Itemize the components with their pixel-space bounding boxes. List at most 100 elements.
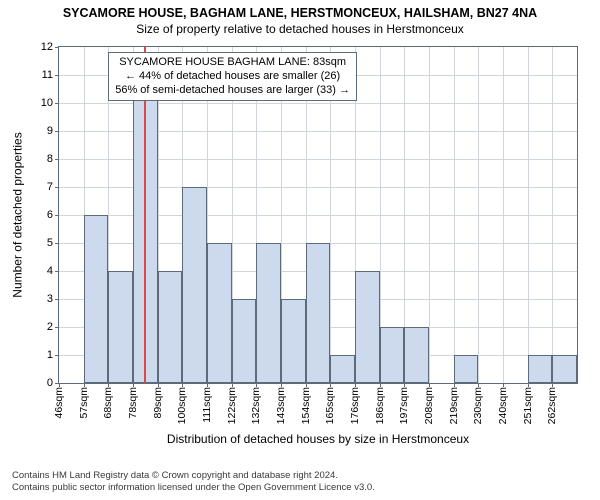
histogram-bar: [256, 243, 281, 383]
histogram-bar: [528, 355, 553, 383]
x-tick-label: 111sqm: [201, 387, 213, 423]
y-tick-label: 6: [47, 209, 53, 221]
histogram-bar: [232, 299, 257, 383]
x-tick-label: 46sqm: [53, 387, 65, 419]
y-tick-label: 5: [47, 237, 53, 249]
y-tick-label: 1: [47, 349, 53, 361]
x-tick-label: 100sqm: [176, 387, 188, 424]
x-tick-mark: [404, 383, 405, 387]
histogram-bar: [404, 327, 429, 383]
y-tick-label: 8: [47, 153, 53, 165]
x-tick-label: 186sqm: [374, 387, 386, 424]
histogram-bar: [207, 243, 232, 383]
x-tick-label: 78sqm: [127, 387, 139, 419]
chart-title-sub: Size of property relative to detached ho…: [0, 20, 600, 36]
y-tick-label: 3: [47, 293, 53, 305]
gridline-vertical: [454, 47, 455, 383]
x-tick-mark: [478, 383, 479, 387]
y-tick-mark: [55, 159, 59, 160]
x-tick-label: 68sqm: [102, 387, 114, 419]
x-tick-mark: [232, 383, 233, 387]
x-tick-label: 176sqm: [349, 387, 361, 424]
x-tick-mark: [182, 383, 183, 387]
y-tick-label: 10: [41, 97, 53, 109]
x-tick-label: 132sqm: [250, 387, 262, 424]
footer-line-1: Contains HM Land Registry data © Crown c…: [12, 470, 375, 482]
y-tick-mark: [55, 47, 59, 48]
x-tick-label: 240sqm: [497, 387, 509, 424]
gridline-vertical: [552, 47, 553, 383]
histogram-bar: [306, 243, 331, 383]
y-tick-mark: [55, 131, 59, 132]
x-tick-label: 251sqm: [522, 387, 534, 424]
y-tick-label: 11: [42, 69, 53, 81]
gridline-vertical: [429, 47, 430, 383]
x-tick-mark: [503, 383, 504, 387]
y-tick-mark: [55, 243, 59, 244]
y-axis-label: Number of detached properties: [10, 46, 26, 384]
x-tick-label: 122sqm: [226, 387, 238, 424]
x-tick-mark: [207, 383, 208, 387]
x-tick-mark: [429, 383, 430, 387]
x-tick-mark: [552, 383, 553, 387]
x-tick-mark: [528, 383, 529, 387]
y-tick-mark: [55, 75, 59, 76]
histogram-bar: [84, 215, 109, 383]
x-tick-label: 230sqm: [472, 387, 484, 424]
y-tick-label: 12: [41, 41, 53, 53]
histogram-bar: [330, 355, 355, 383]
x-tick-label: 208sqm: [423, 387, 435, 424]
annotation-line-3: 56% of semi-detached houses are larger (…: [115, 84, 350, 98]
x-tick-label: 262sqm: [546, 387, 558, 424]
footer-line-2: Contains public sector information licen…: [12, 482, 375, 494]
histogram-bar: [380, 327, 405, 383]
annotation-line-1: SYCAMORE HOUSE BAGHAM LANE: 83sqm: [115, 56, 350, 70]
x-tick-mark: [108, 383, 109, 387]
x-tick-label: 57sqm: [78, 387, 90, 419]
x-tick-mark: [454, 383, 455, 387]
x-tick-label: 165sqm: [324, 387, 336, 424]
histogram-bar: [454, 355, 479, 383]
gridline-vertical: [528, 47, 529, 383]
x-tick-mark: [281, 383, 282, 387]
chart-container: SYCAMORE HOUSE, BAGHAM LANE, HERSTMONCEU…: [0, 0, 600, 500]
x-tick-mark: [355, 383, 356, 387]
y-tick-label: 7: [47, 181, 53, 193]
x-tick-label: 219sqm: [448, 387, 460, 424]
y-tick-label: 2: [47, 321, 53, 333]
y-tick-mark: [55, 299, 59, 300]
y-tick-mark: [55, 103, 59, 104]
y-tick-mark: [55, 215, 59, 216]
x-tick-mark: [158, 383, 159, 387]
x-tick-mark: [84, 383, 85, 387]
y-tick-mark: [55, 355, 59, 356]
histogram-bar: [182, 187, 207, 383]
histogram-bar: [158, 271, 183, 383]
x-tick-mark: [380, 383, 381, 387]
y-tick-mark: [55, 271, 59, 272]
histogram-bar: [108, 271, 133, 383]
x-tick-label: 154sqm: [300, 387, 312, 424]
x-tick-mark: [59, 383, 60, 387]
gridline-vertical: [478, 47, 479, 383]
x-tick-mark: [306, 383, 307, 387]
y-tick-label: 9: [47, 125, 53, 137]
annotation-box: SYCAMORE HOUSE BAGHAM LANE: 83sqm← 44% o…: [108, 52, 357, 101]
x-tick-label: 143sqm: [275, 387, 287, 424]
y-tick-label: 4: [47, 265, 53, 277]
x-axis-label: Distribution of detached houses by size …: [58, 432, 578, 446]
x-tick-label: 197sqm: [398, 387, 410, 424]
chart-title-main: SYCAMORE HOUSE, BAGHAM LANE, HERSTMONCEU…: [0, 0, 600, 20]
y-tick-mark: [55, 327, 59, 328]
histogram-bar: [355, 271, 380, 383]
histogram-bar: [281, 299, 306, 383]
histogram-bar: [552, 355, 577, 383]
x-tick-label: 89sqm: [152, 387, 164, 419]
gridline-vertical: [503, 47, 504, 383]
plot-area: 012345678910111246sqm57sqm68sqm78sqm89sq…: [58, 46, 578, 384]
footer-attribution: Contains HM Land Registry data © Crown c…: [12, 470, 375, 494]
annotation-line-2: ← 44% of detached houses are smaller (26…: [115, 70, 350, 84]
x-tick-mark: [256, 383, 257, 387]
x-tick-mark: [133, 383, 134, 387]
x-tick-mark: [330, 383, 331, 387]
